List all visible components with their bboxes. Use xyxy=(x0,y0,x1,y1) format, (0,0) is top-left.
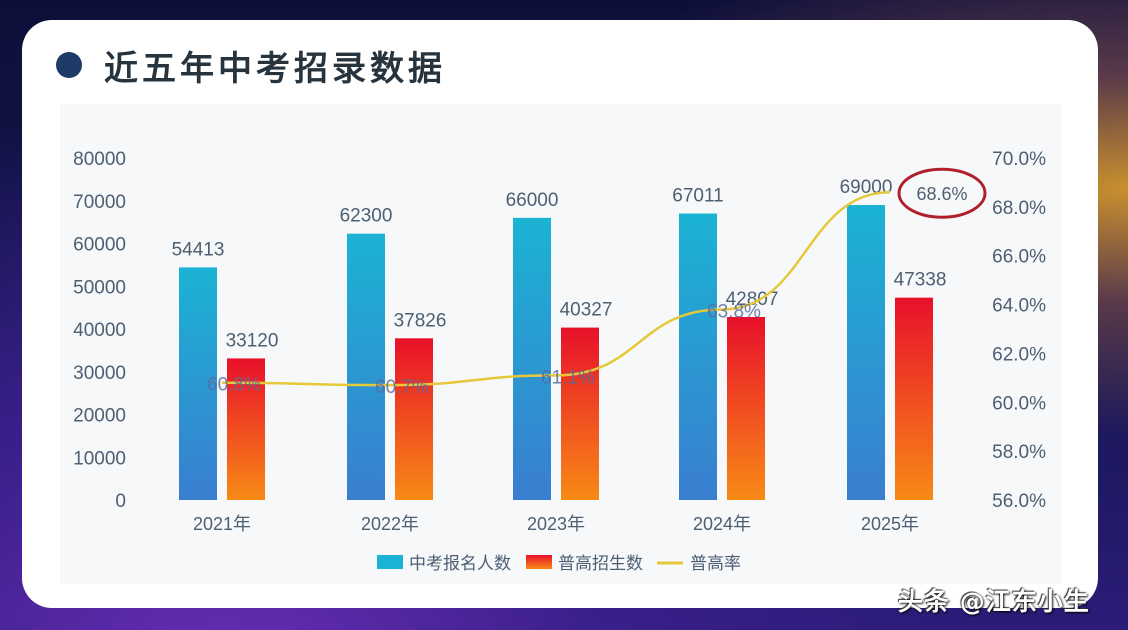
bar-admissions xyxy=(895,297,933,500)
bar-registrants xyxy=(847,205,885,500)
left-axis-tick: 0 xyxy=(115,491,126,512)
bar-label-registrants: 62300 xyxy=(340,206,393,227)
right-y-axis: 56.0% 58.0% 60.0% 62.0% 64.0% 66.0% 68.0% 70.0% xyxy=(992,149,1046,512)
legend: 中考报名人数 普高招生数 普高率 xyxy=(377,554,741,573)
legend-swatch-registrants xyxy=(377,555,403,569)
bar-label-registrants: 66000 xyxy=(506,190,559,211)
x-axis-label: 2023年 xyxy=(527,514,585,534)
bar-label-admissions: 47338 xyxy=(894,270,947,291)
bar-label-admissions: 42807 xyxy=(726,289,779,310)
x-axis: 2021年 2022年 2023年 2024年 2025年 xyxy=(193,514,919,534)
legend-label-admissions: 普高招生数 xyxy=(558,554,643,573)
x-axis-label: 2022年 xyxy=(361,514,419,534)
bar-registrants xyxy=(679,213,717,501)
rate-label: 60.8% xyxy=(207,375,261,396)
left-axis-tick: 70000 xyxy=(73,192,126,213)
bar-admissions xyxy=(561,327,599,500)
left-axis-tick: 60000 xyxy=(73,235,126,256)
bar-registrants xyxy=(513,217,551,500)
x-axis-label: 2025年 xyxy=(861,514,919,534)
rate-label: 68.6% xyxy=(916,184,967,204)
right-axis-tick: 68.0% xyxy=(992,198,1046,219)
right-axis-tick: 70.0% xyxy=(992,149,1046,170)
left-axis-tick: 40000 xyxy=(73,320,126,341)
bar-label-admissions: 37826 xyxy=(394,310,447,331)
rate-line xyxy=(221,190,891,387)
watermark: 头条 @江东小生 xyxy=(898,587,1090,616)
bar-registrants xyxy=(347,233,385,501)
x-axis-label: 2024年 xyxy=(693,514,751,534)
legend-label-rate: 普高率 xyxy=(690,554,741,573)
x-axis-label: 2021年 xyxy=(193,514,251,534)
legend-label-registrants: 中考报名人数 xyxy=(409,554,511,573)
left-axis-tick: 10000 xyxy=(73,448,126,469)
rate-label: 63.8% xyxy=(707,301,761,322)
page-title: 近五年中考招录数据 xyxy=(104,48,446,89)
right-axis-tick: 64.0% xyxy=(992,296,1046,317)
left-axis-tick: 80000 xyxy=(73,149,126,170)
right-axis-tick: 58.0% xyxy=(992,442,1046,463)
title-row: 近五年中考招录数据 xyxy=(56,40,446,90)
rate-label: 60.7% xyxy=(375,377,429,398)
left-axis-tick: 50000 xyxy=(73,277,126,298)
bar-series: 54413 33120 62300 37826 66000 40327 67011 42807… xyxy=(172,177,947,501)
highlight-circle-icon xyxy=(897,167,987,219)
right-axis-tick: 62.0% xyxy=(992,344,1046,365)
rate-label: 61.1% xyxy=(541,367,595,388)
title-bullet-icon xyxy=(56,52,82,78)
bar-label-registrants: 67011 xyxy=(672,186,723,207)
left-axis-tick: 20000 xyxy=(73,406,126,427)
legend-swatch-admissions xyxy=(526,555,552,569)
bar-registrants xyxy=(179,267,217,500)
bar-label-admissions: 40327 xyxy=(560,300,613,321)
left-y-axis: 0 10000 20000 30000 40000 50000 60000 70000 8000… xyxy=(73,149,126,512)
bar-admissions xyxy=(395,338,433,500)
bar-label-registrants: 54413 xyxy=(172,239,225,260)
bar-admissions xyxy=(727,317,765,500)
right-axis-tick: 56.0% xyxy=(992,491,1046,512)
right-axis-tick: 60.0% xyxy=(992,393,1046,414)
rate-line-series: 60.8% 60.7% 61.1% 63.8% 68.6% xyxy=(207,184,967,398)
bar-label-admissions: 33120 xyxy=(226,330,279,351)
left-axis-tick: 30000 xyxy=(73,363,126,384)
right-axis-tick: 66.0% xyxy=(992,247,1046,268)
highlight-annotation xyxy=(897,167,987,219)
